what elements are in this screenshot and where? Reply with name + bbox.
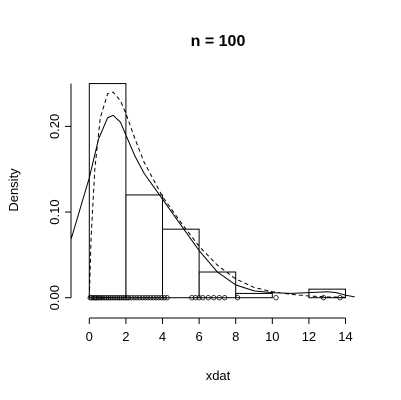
rug-point bbox=[98, 295, 104, 301]
rug-point bbox=[104, 295, 110, 301]
chart-title: n = 100 bbox=[191, 33, 246, 50]
x-axis: 0 2 4 6 8 10 12 14 bbox=[86, 317, 353, 344]
y-axis: 0.00 0.10 0.20 bbox=[47, 83, 72, 310]
histogram-bar-1 bbox=[125, 194, 164, 299]
x-tick-label: 2 bbox=[122, 329, 129, 344]
rug-point bbox=[192, 295, 199, 301]
rug-point bbox=[128, 295, 134, 301]
rug-point bbox=[115, 295, 121, 301]
rug-point bbox=[164, 295, 170, 301]
y-tick-label: 0.10 bbox=[47, 199, 62, 224]
rug-point bbox=[234, 295, 241, 301]
x-tick-label: 4 bbox=[159, 329, 166, 344]
rug-point bbox=[189, 295, 195, 301]
rug-point bbox=[131, 295, 137, 301]
density-curves bbox=[70, 91, 355, 298]
rug-point bbox=[105, 295, 112, 301]
rug-point bbox=[118, 295, 124, 301]
rug-point bbox=[156, 295, 162, 301]
x-tick-label: 8 bbox=[232, 329, 239, 344]
rug-point bbox=[148, 295, 154, 301]
x-tick-label: 14 bbox=[338, 329, 352, 344]
rug-point bbox=[137, 295, 143, 301]
rug-point bbox=[273, 295, 279, 301]
rug-point bbox=[161, 295, 167, 301]
rug-point bbox=[109, 295, 115, 301]
rug-point bbox=[134, 295, 140, 301]
density-curve-dashed bbox=[88, 91, 346, 298]
rug-point bbox=[222, 295, 228, 301]
x-tick-label: 12 bbox=[302, 329, 316, 344]
rug-points bbox=[87, 295, 343, 301]
rug-point bbox=[200, 295, 206, 301]
rug-point bbox=[111, 295, 117, 301]
rug-point bbox=[97, 295, 103, 301]
rug-point bbox=[139, 295, 145, 301]
rug-point bbox=[158, 295, 165, 301]
rug-point bbox=[337, 295, 343, 301]
histogram-bar-3 bbox=[198, 271, 237, 299]
y-axis-label: Density bbox=[6, 168, 21, 212]
rug-point bbox=[126, 295, 132, 301]
histogram-bar-0 bbox=[88, 83, 127, 299]
rug-point bbox=[100, 295, 106, 301]
rug-point bbox=[113, 295, 119, 301]
x-tick-label: 6 bbox=[195, 329, 202, 344]
histogram-bar-4 bbox=[235, 292, 273, 299]
rug-point bbox=[120, 295, 126, 301]
rug-point bbox=[150, 295, 156, 301]
rug-point bbox=[145, 295, 151, 301]
density-curve-solid bbox=[70, 114, 355, 298]
rug-point bbox=[211, 295, 217, 301]
rug-point bbox=[116, 295, 123, 301]
x-tick-label: 0 bbox=[86, 329, 93, 344]
rug-point bbox=[320, 295, 327, 301]
rug-point bbox=[142, 295, 148, 301]
y-tick-label: 0.20 bbox=[47, 114, 62, 139]
y-tick-label: 0.00 bbox=[47, 285, 62, 310]
rug-point bbox=[153, 295, 159, 301]
x-axis-label: xdat bbox=[206, 368, 231, 383]
histogram-bar-2 bbox=[162, 228, 200, 299]
rug-point bbox=[102, 295, 108, 301]
rug-point bbox=[107, 295, 113, 301]
rug-point bbox=[216, 295, 222, 301]
rug-point bbox=[196, 295, 202, 301]
histogram-bar-6 bbox=[308, 288, 347, 299]
rug-point bbox=[122, 295, 128, 301]
rug-point bbox=[205, 295, 211, 301]
x-tick-label: 10 bbox=[265, 329, 279, 344]
